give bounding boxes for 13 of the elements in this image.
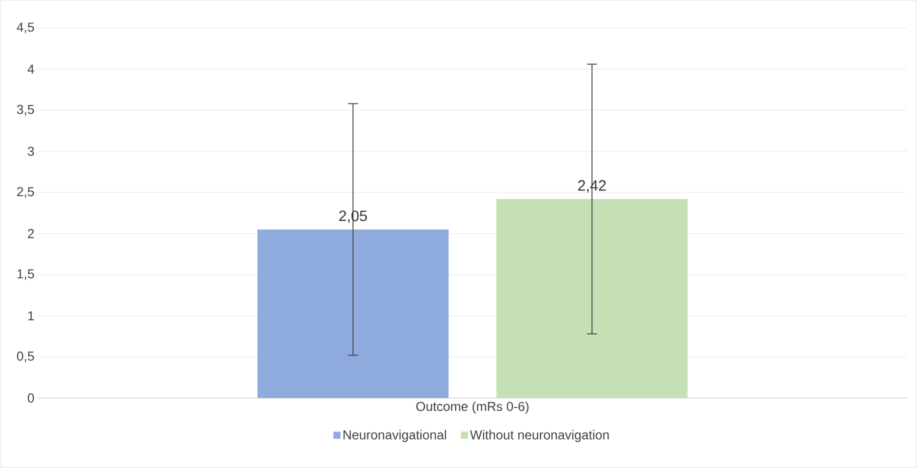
y-tick-label: 2,5 [17, 187, 34, 198]
y-tick-label: 3,5 [16, 104, 34, 116]
y-tick-label: 3 [28, 146, 34, 156]
y-tick-label: 4,5 [16, 22, 34, 34]
legend-label: Neuronavigational [344, 430, 446, 442]
x-tick-label: Outcome (mRs 0-6) [416, 402, 529, 414]
y-tick-label: 2 [28, 229, 34, 238]
y-tick-label: 1,5 [17, 269, 34, 280]
y-tick-label: 0,5 [16, 352, 34, 362]
y-tick-label: 4 [28, 64, 34, 74]
y-tick-label: 0 [28, 393, 34, 403]
y-tick-label: 1 [28, 311, 34, 320]
legend-label: Without neuronavigation [470, 430, 609, 442]
